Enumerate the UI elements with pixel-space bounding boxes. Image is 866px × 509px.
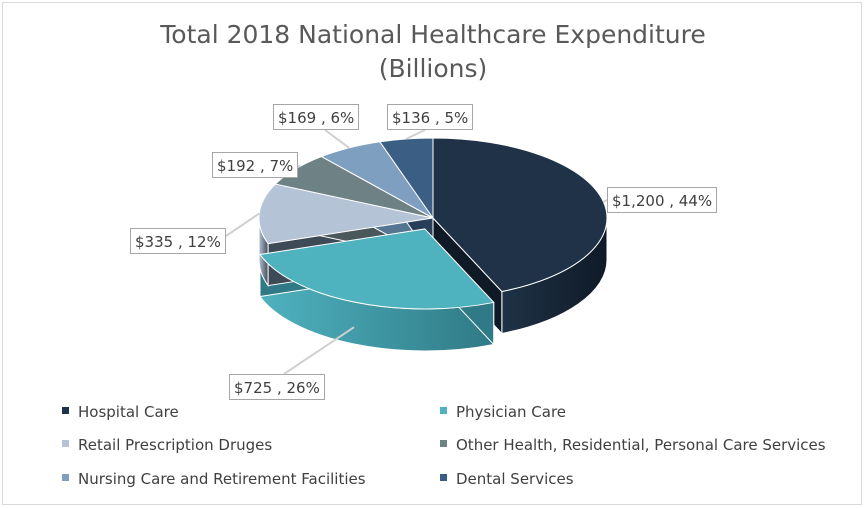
chart-title: Total 2018 National Healthcare Expenditu…	[0, 18, 866, 86]
leader-line-0	[602, 199, 608, 203]
data-label-4: $169 , 6%	[273, 104, 360, 130]
pie-slice-hospital-care	[432, 137, 608, 293]
data-label-2: $335 , 12%	[130, 228, 226, 254]
leader-line-4	[324, 129, 350, 149]
pie-slice-dental-services	[379, 137, 434, 220]
pie-slice-physician-care	[259, 228, 495, 310]
pie-slice-retail-prescription-druges	[258, 183, 434, 245]
data-label-3: $192 , 7%	[212, 152, 299, 178]
leader-line-5	[405, 129, 426, 140]
leader-line-1	[283, 326, 355, 375]
chart-title-line-2: (Billions)	[378, 54, 488, 83]
data-label-1: $725 , 26%	[229, 374, 325, 400]
chart-title-line-1: Total 2018 National Healthcare Expenditu…	[160, 20, 706, 49]
data-label-5: $136 , 5%	[387, 104, 474, 130]
leader-line-2	[225, 212, 260, 237]
data-label-0: $1,200 , 44%	[607, 187, 718, 213]
